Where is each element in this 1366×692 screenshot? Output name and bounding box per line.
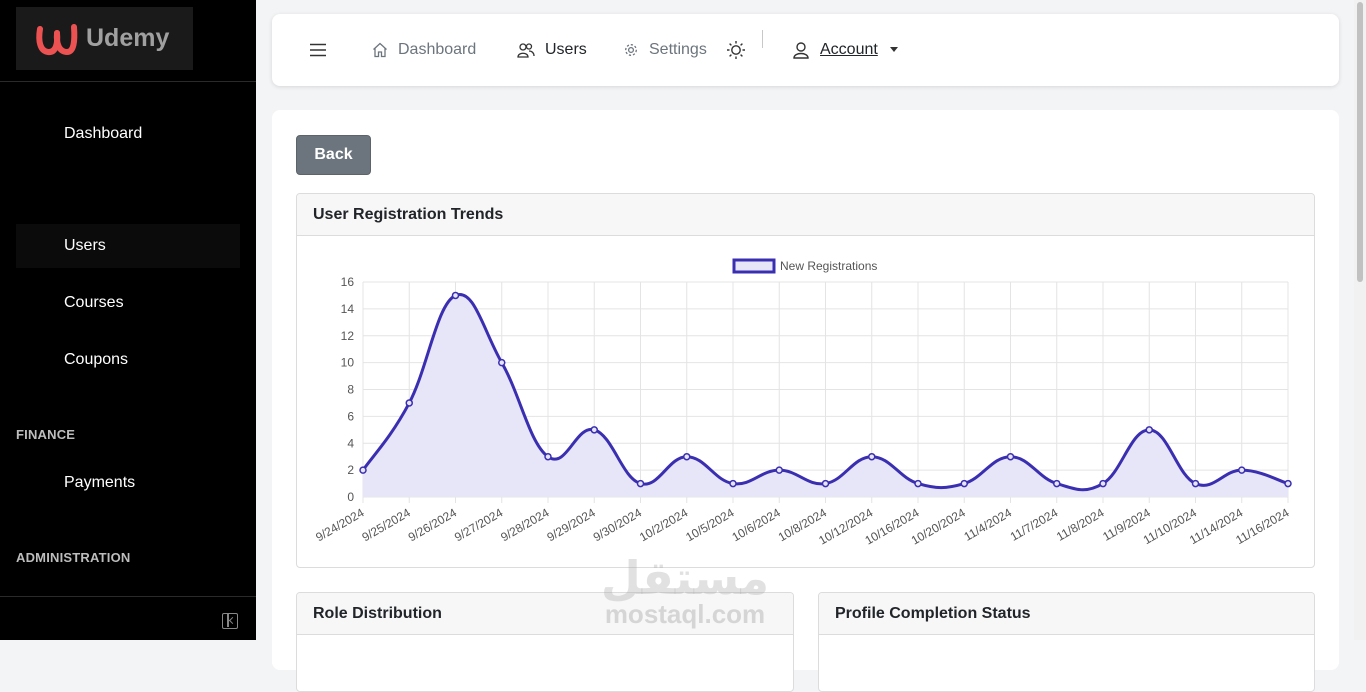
registration-trends-chart: 0 2 4 6 8 10 12 14 16 9/24/20249/25/20249/26/2024… [313,258,1292,548]
theme-toggle-button[interactable] [726,14,756,86]
topbar-divider [762,30,763,48]
scrollbar-thumb[interactable] [1357,2,1363,282]
main-content: Back User Registration Trends 0 2 4 6 8 10 12 1… [272,110,1339,692]
data-point [729,479,737,488]
y-tick-label: 8 [347,383,354,397]
data-point [1284,479,1292,488]
panel-title: Role Distribution [297,593,793,635]
back-button[interactable]: Back [296,135,371,175]
profile-completion-panel: Profile Completion Status [818,592,1315,692]
nav-link-label: Settings [649,41,707,58]
nav-link-label: Users [545,41,587,58]
y-tick-label: 2 [347,463,354,477]
sidebar-item-label: Payments [64,474,136,491]
data-point [451,291,460,300]
data-point [914,479,922,488]
y-tick-label: 16 [341,275,355,289]
user-icon [793,42,809,59]
y-tick-label: 0 [347,490,354,504]
x-tick-label: 9/30/2024 [591,505,645,544]
x-tick-label: 9/28/2024 [498,505,552,544]
x-tick-label: 11/8/2024 [1054,505,1107,544]
account-label: Account [820,41,878,58]
chevron-down-icon [889,46,898,52]
legend-swatch [732,258,776,274]
sidebar-collapse-icon[interactable] [222,613,238,629]
sidebar-item-coupons[interactable]: Coupons [16,338,240,382]
udemy-logo-icon [36,23,78,55]
data-point [1238,466,1246,474]
data-point [544,452,552,461]
x-tick-label: 11/4/2024 [962,505,1015,544]
sidebar-divider [0,81,256,82]
x-tick-label: 9/26/2024 [406,505,460,544]
legend-label: New Registrations [780,259,877,273]
brand-name: Udemy [86,24,170,52]
series-area [363,294,1288,497]
chart-container: 0 2 4 6 8 10 12 14 16 9/24/2024 9/25/2024 9/26/2024… [297,235,1314,567]
y-tick-label: 14 [341,302,355,316]
series-line [361,292,1289,492]
data-point [359,466,367,474]
sidebar-item-label: Coupons [64,351,129,368]
sidebar-item-label: Dashboard [64,125,143,142]
data-point [1099,479,1107,488]
panel-title: Profile Completion Status [819,593,1314,635]
panel-title: User Registration Trends [297,194,1314,236]
sidebar-item-courses[interactable]: Courses [16,281,240,325]
nav-link-label: Dashboard [398,41,477,58]
home-icon [373,42,387,58]
nav-link-settings[interactable]: Settings [623,14,707,86]
y-tick-label: 6 [347,409,354,423]
page-scrollbar[interactable] [1354,0,1366,640]
x-tick-label: 9/25/2024 [360,505,414,544]
nav-link-dashboard[interactable]: Dashboard [372,14,476,86]
sun-icon [727,41,745,59]
sidebar-item-label: Courses [64,294,124,311]
sidebar-item-label: Users [64,237,106,254]
data-point [1053,479,1061,488]
x-tick-label: 10/6/2024 [730,505,784,544]
sidebar-section-administration: ADMINISTRATION [16,550,131,565]
sidebar-item-payments[interactable]: Payments [16,461,240,505]
sidebar-item-users[interactable]: Users [16,224,240,268]
hamburger-menu-button[interactable] [310,14,336,86]
data-point [868,452,876,461]
hamburger-icon [310,43,326,57]
data-point [1145,426,1153,434]
account-dropdown[interactable]: Account [792,14,898,86]
sidebar-item-dashboard[interactable]: Dashboard [16,112,240,156]
role-distribution-panel: Role Distribution [296,592,794,692]
x-tick-label: 9/27/2024 [452,505,506,544]
x-tick-label: 10/2/2024 [637,505,691,544]
users-icon [517,43,535,58]
data-point [1191,479,1200,488]
x-tick-label: 11/16/2024 [1233,505,1292,547]
y-tick-label: 12 [341,329,355,343]
nav-link-users[interactable]: Users [517,14,587,86]
data-point [1006,452,1015,461]
y-tick-label: 4 [347,436,354,450]
data-point [683,452,691,461]
x-tick-label: 9/24/2024 [313,505,367,544]
x-tick-label: 10/5/2024 [683,505,737,544]
top-navbar: Dashboard Users Settings Account [272,14,1339,86]
data-point [405,399,413,407]
data-point [636,479,645,488]
data-point [775,466,783,474]
y-tick-label: 10 [341,356,355,370]
data-point [498,358,506,367]
x-tick-label: 11/7/2024 [1008,505,1061,544]
sidebar: Udemy Dashboard Users Courses Coupons FI… [0,0,256,640]
data-point [960,479,968,488]
brand-logo[interactable]: Udemy [16,7,193,70]
registration-trends-panel: User Registration Trends 0 2 4 6 8 10 12 14 16 9/… [296,193,1315,568]
sidebar-divider [0,596,256,597]
data-point [590,426,598,434]
data-point [821,479,830,488]
x-tick-label: 9/29/2024 [545,505,599,544]
sidebar-section-finance: FINANCE [16,427,76,442]
gear-icon [625,44,637,56]
